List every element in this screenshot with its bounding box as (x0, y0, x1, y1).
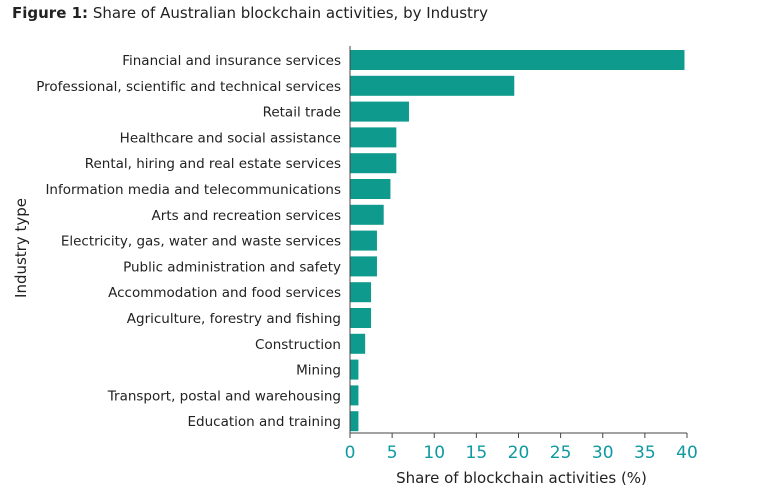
category-labels: Financial and insurance services Professi… (36, 53, 341, 430)
bar (350, 204, 384, 225)
category-label: Electricity, gas, water and waste servic… (61, 234, 341, 250)
category-label: Public administration and safety (123, 259, 341, 275)
bar (350, 179, 391, 199)
category-label: Rental, hiring and real estate services (85, 156, 341, 172)
chart-title-text: Share of Australian blockchain activitie… (92, 4, 488, 22)
category-label: Financial and insurance services (122, 53, 341, 69)
bar (350, 127, 397, 148)
x-tick-label: 30 (592, 443, 614, 463)
bar (350, 256, 377, 277)
category-label: Mining (296, 363, 341, 379)
x-tick-label: 10 (423, 443, 445, 463)
category-label: Information media and telecommunications (45, 182, 341, 198)
category-label: Transport, postal and warehousing (107, 388, 341, 404)
x-tick-label: 5 (387, 443, 398, 463)
bar (350, 75, 515, 96)
bar (350, 333, 366, 354)
bars-group (350, 50, 685, 432)
y-axis-title: Industry type (12, 198, 30, 298)
bar (350, 359, 359, 380)
category-label: Healthcare and social assistance (120, 130, 341, 146)
chart-title: Figure 1: Share of Australian blockchain… (12, 4, 488, 22)
bar (350, 411, 359, 432)
x-tick-label: 0 (345, 443, 356, 463)
bar (350, 385, 359, 406)
category-label: Agriculture, forestry and fishing (127, 311, 341, 327)
x-tick-label: 25 (550, 443, 572, 463)
bar (350, 282, 372, 303)
x-tick-label: 40 (676, 443, 698, 463)
bar (350, 50, 685, 70)
chart-title-prefix: Figure 1: (12, 4, 89, 22)
bar (350, 101, 409, 122)
category-label: Accommodation and food services (108, 285, 341, 301)
bar (350, 153, 397, 174)
x-axis-title: Share of blockchain activities (%) (396, 469, 647, 487)
bar (350, 230, 377, 251)
x-tick-label: 35 (634, 443, 656, 463)
category-label: Professional, scientific and technical s… (36, 79, 341, 95)
category-label: Arts and recreation services (152, 208, 341, 224)
x-axis-ticks: 0 5 10 15 20 25 30 35 40 (345, 433, 698, 463)
category-label: Retail trade (263, 105, 341, 121)
x-tick-label: 20 (508, 443, 530, 463)
category-label: Construction (255, 337, 341, 353)
category-label: Education and training (188, 414, 342, 430)
x-tick-label: 15 (466, 443, 488, 463)
bar (350, 308, 372, 328)
